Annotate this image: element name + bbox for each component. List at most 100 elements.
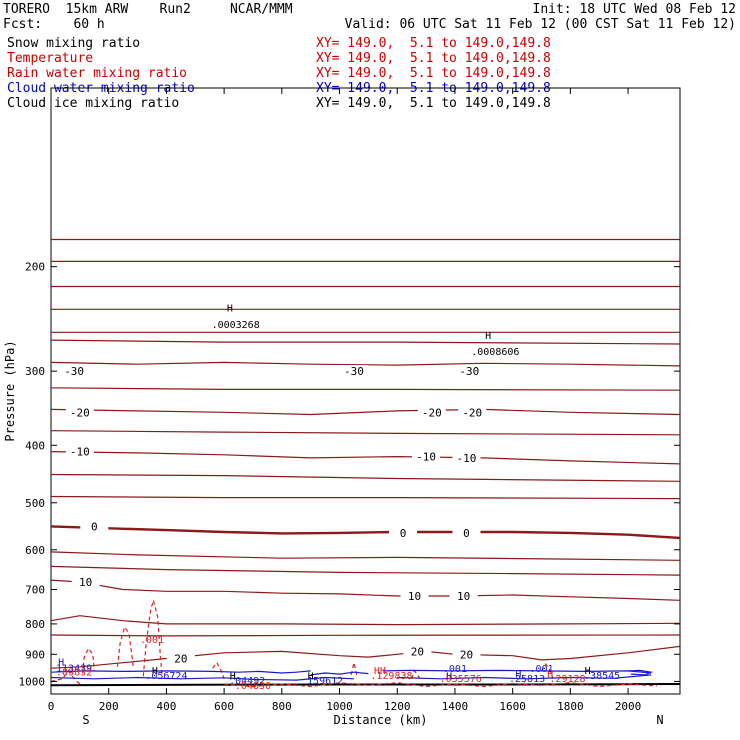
temperature-contour [50, 525, 681, 540]
extremum-label: H [230, 671, 236, 682]
contour-label-bg [166, 652, 195, 665]
extremum-label: 113439 [56, 663, 92, 674]
cloud-water-contour [310, 671, 369, 676]
temperature-contour [50, 645, 681, 669]
field-rain-xy: XY= 149.0, 5.1 to 149.0,149.8 [316, 66, 551, 81]
init-time: Init: 18 UTC Wed 08 Feb 12 [532, 2, 737, 17]
x-tick-label: 1600 [499, 700, 526, 713]
x-tick-label: 600 [214, 700, 234, 713]
contour-label-bg [449, 590, 478, 603]
temperature-contour [50, 451, 681, 465]
forecast-hour: Fcst: 60 h [3, 17, 105, 32]
field-snow: Snow mixing ratio [7, 36, 141, 51]
contour-label-bg [417, 406, 446, 419]
y-tick-label: 1000 [19, 675, 46, 688]
field-cloud-ice: Cloud ice mixing ratio [7, 96, 180, 111]
field-temperature-xy: XY= 149.0, 5.1 to 149.0,149.8 [316, 51, 551, 66]
extremum-label: .035576 [440, 674, 482, 685]
contour-label: -20 [462, 406, 482, 419]
extremum-label: .001 [443, 664, 467, 675]
cloud-water-contour [50, 670, 311, 674]
contour-label: 20 [460, 648, 473, 661]
contour-label-bg [65, 445, 94, 458]
contour-label: -20 [70, 406, 90, 419]
isotherm-line [50, 473, 681, 482]
contour-label: 0 [91, 520, 98, 533]
contour-label: -30 [64, 365, 84, 378]
extremum-label: .001 [140, 635, 164, 646]
extremum-label: HH [374, 666, 386, 677]
contour-label-bg [403, 645, 432, 658]
x-axis-title: Distance (km) [334, 713, 428, 727]
contour-label: 10 [79, 576, 92, 589]
isotherm-line [50, 634, 681, 637]
extremum-label: H [485, 331, 491, 342]
contour-label-bg [80, 520, 109, 533]
rain-contour [82, 647, 95, 674]
field-snow-xy: XY= 149.0, 5.1 to 149.0,149.8 [316, 36, 551, 51]
y-tick-label: 600 [25, 544, 45, 557]
contour-label-bg [339, 365, 368, 378]
valid-time: Valid: 06 UTC Sat 11 Feb 12 (00 CST Sat … [344, 17, 736, 32]
temperature-contours: -30 -30 -30 -20 -20 -20 -10 -10 -10 0 0 0 10 10 10 20 20… [50, 238, 681, 687]
isotherm-line [50, 430, 681, 436]
y-tick-label: 700 [25, 584, 45, 597]
x-tick-label: 400 [156, 700, 176, 713]
model-title: TORERO 15km ARW Run2 NCAR/MMM [3, 2, 293, 17]
extremum-label: H [446, 671, 452, 682]
contour-label: -10 [70, 446, 90, 459]
y-tick-label: 400 [25, 439, 45, 452]
extremum-label: 159612 [307, 676, 343, 687]
x-tick-label: 2000 [615, 700, 642, 713]
contour-label-bg [65, 406, 94, 419]
extremum-label: .38545 [584, 671, 620, 682]
cloud-water-contour [397, 674, 652, 680]
field-temperature: Temperature [7, 51, 94, 66]
x-tick-label: 0 [48, 700, 55, 713]
isotherm-line [50, 551, 681, 561]
field-cloud-ice-xy: XY= 149.0, 5.1 to 149.0,149.8 [316, 96, 551, 111]
extremum-label: .129838 [370, 671, 412, 682]
contour-label: -10 [416, 451, 436, 464]
contour-label: -20 [422, 406, 442, 419]
extremum-label: .056724 [145, 671, 187, 682]
x-tick-label: 1400 [442, 700, 469, 713]
extremum-label: .25813 [509, 674, 545, 685]
extremum-label: H [585, 666, 591, 677]
contour-label-bg [71, 576, 100, 589]
cloud-water-contour [50, 676, 355, 681]
extremum-label: H [547, 670, 553, 681]
cloud-water-contour [382, 669, 652, 674]
extremum-label: H [152, 666, 158, 677]
contour-label-bg [452, 526, 481, 539]
contour-label: 20 [174, 653, 187, 666]
contour-label: -30 [459, 365, 479, 378]
contour-label-bg [452, 648, 481, 661]
rain-contour [116, 625, 134, 667]
extremum-label: H [58, 657, 64, 668]
isotherm-line [50, 387, 681, 391]
isotherm-line [50, 615, 681, 626]
y-tick-label: 200 [25, 261, 45, 274]
contour-label: 10 [457, 590, 470, 603]
extremum-label: .001 [529, 664, 553, 675]
rain-contour [212, 661, 225, 680]
cloud-water-contour [628, 669, 654, 676]
y-tick-label: 500 [25, 497, 45, 510]
x-tick-label: 200 [99, 700, 119, 713]
y-axis-title: Pressure (hPa) [3, 340, 17, 441]
extremum-label: H [308, 671, 314, 682]
contour-label: -10 [457, 452, 477, 465]
contour-label: -30 [344, 365, 364, 378]
endpoint-right-label: N [656, 713, 663, 727]
x-tick-label: 1000 [326, 700, 353, 713]
isotherm-line [50, 495, 681, 500]
temperature-contour [50, 361, 681, 367]
contour-label-bg [455, 365, 484, 378]
y-tick-label: 900 [25, 648, 45, 661]
extremum-label: .0008606 [471, 347, 519, 358]
rain-contour [142, 597, 163, 677]
extremum-label: .09832 [56, 668, 92, 679]
